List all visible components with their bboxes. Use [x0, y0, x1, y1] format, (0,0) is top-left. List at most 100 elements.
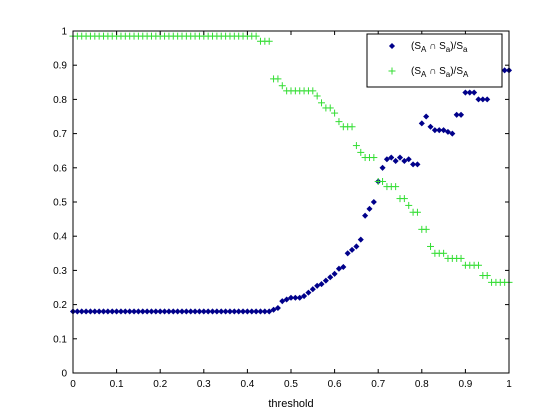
x-tick-label: 0 [70, 379, 76, 390]
axes: 0 0.1 0.2 0.3 0.4 0.5 0.6 0.7 0.8 0.9 1 0 0.1 0.2 0.3 0… [53, 27, 512, 391]
data-point [135, 308, 142, 315]
data-point [100, 308, 107, 315]
data-point [413, 208, 421, 216]
data-point [318, 99, 326, 107]
data-point [144, 308, 151, 315]
data-point [453, 111, 460, 118]
data-point [244, 308, 251, 315]
data-point [287, 294, 295, 301]
data-point [422, 225, 430, 233]
x-tick-label: 0.9 [458, 379, 472, 390]
data-point [353, 243, 360, 250]
legend-text-part: (S [411, 66, 421, 77]
data-point [436, 127, 443, 134]
data-point [161, 308, 168, 315]
series-2 [69, 32, 513, 286]
data-point [96, 308, 103, 315]
data-point [266, 308, 273, 315]
data-point [213, 308, 220, 315]
data-point [396, 154, 404, 161]
data-point [331, 109, 339, 117]
x-tick-label: 0.2 [153, 379, 167, 390]
data-point [265, 37, 273, 45]
data-point [192, 308, 199, 315]
data-point [423, 113, 430, 120]
data-point [274, 304, 281, 312]
data-point [301, 293, 308, 300]
x-tick-label: 0.5 [284, 379, 298, 390]
data-point [87, 308, 94, 315]
data-point [309, 286, 316, 293]
data-point [314, 282, 321, 289]
data-point [113, 308, 120, 315]
y-tick-label: 0.6 [53, 163, 67, 174]
legend-marker [388, 67, 396, 75]
legend-text-part: A [421, 45, 427, 54]
data-point [261, 308, 268, 315]
data-point [148, 308, 155, 315]
data-point [91, 308, 98, 315]
data-point [270, 306, 277, 313]
data-point [392, 183, 400, 191]
y-tick-label: 0.8 [53, 95, 67, 106]
x-tick-label: 0.6 [328, 379, 342, 390]
x-tick-label: 0.7 [371, 379, 385, 390]
legend-text-part: ∩ S [426, 66, 446, 77]
data-point [117, 308, 124, 315]
x-axis-label: threshold [268, 398, 313, 410]
data-point [340, 263, 347, 271]
data-point [344, 250, 351, 257]
data-point [296, 294, 303, 301]
data-point [405, 201, 413, 209]
data-marks [69, 32, 513, 315]
data-point [257, 308, 264, 315]
data-point [474, 261, 482, 269]
data-point [401, 157, 408, 164]
legend-marker [388, 42, 396, 50]
data-point [379, 177, 387, 185]
data-point [357, 148, 365, 156]
data-point [479, 96, 486, 103]
data-point [218, 308, 225, 315]
y-tick-label: 0.9 [53, 61, 67, 72]
legend: (SA ∩ Sa)/Sa(SA ∩ Sa)/SA [366, 33, 503, 88]
data-point [405, 156, 412, 163]
data-point [226, 308, 233, 315]
data-point [348, 123, 356, 131]
data-point [252, 32, 260, 40]
data-point [427, 123, 434, 130]
data-point [170, 308, 177, 315]
data-point [440, 127, 447, 134]
y-tick-label: 0.5 [53, 198, 67, 209]
data-point [278, 82, 286, 90]
data-point [335, 265, 342, 272]
data-point [274, 75, 282, 83]
data-point [309, 87, 317, 95]
data-point [370, 154, 378, 162]
data-point [383, 156, 390, 163]
series-1 [69, 67, 513, 315]
data-point [414, 161, 421, 168]
data-point [471, 89, 478, 96]
data-point [379, 164, 386, 171]
data-point [362, 212, 369, 219]
data-point [457, 254, 465, 262]
y-tick-label: 1 [61, 27, 67, 38]
data-point [392, 157, 399, 164]
data-point [501, 67, 508, 74]
data-point [109, 308, 116, 315]
legend-box [366, 33, 503, 88]
data-point [235, 308, 242, 315]
data-point [449, 130, 456, 137]
data-point [240, 308, 247, 315]
data-point [458, 111, 465, 118]
legend-text-part: )/S [450, 66, 463, 77]
data-point [370, 198, 377, 206]
x-tick-label: 0.3 [197, 379, 211, 390]
data-point [157, 308, 164, 315]
data-point [357, 236, 364, 243]
legend-text-part: a [446, 70, 451, 79]
legend-text-part: a [446, 45, 451, 54]
